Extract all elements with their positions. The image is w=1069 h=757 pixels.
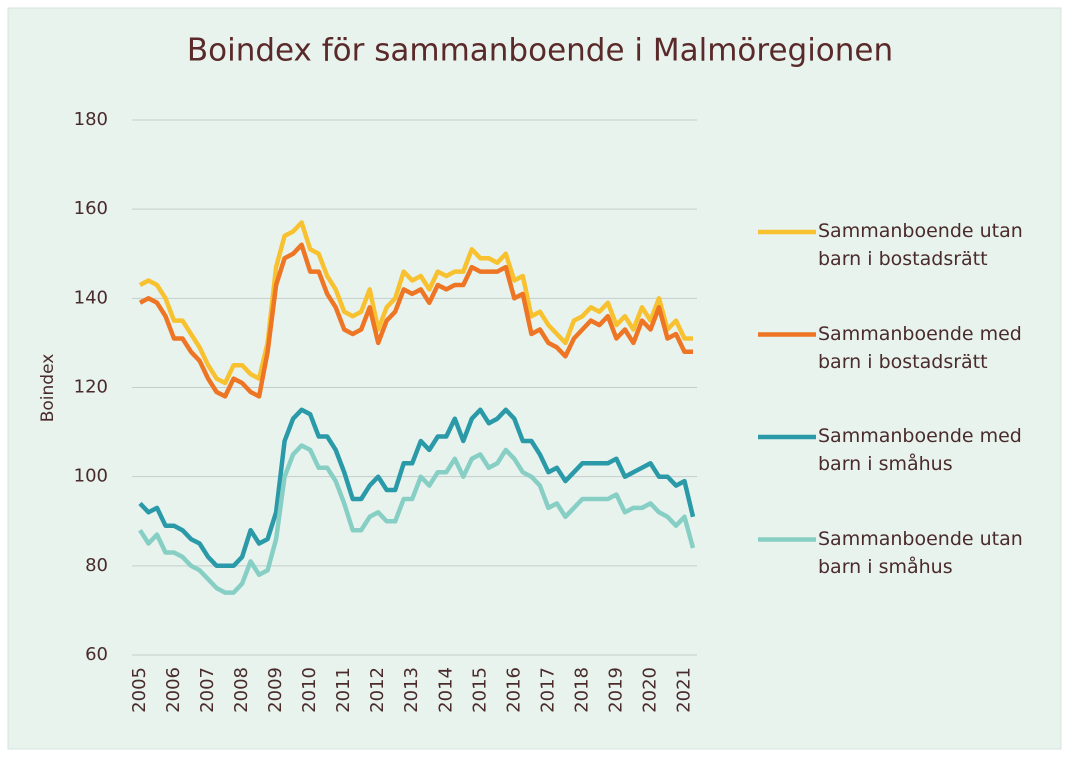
line-series <box>138 242 693 399</box>
x-tick-label: 2017 <box>537 667 558 713</box>
x-tick-label: 2011 <box>333 667 354 713</box>
x-tick-label: 2012 <box>367 667 388 713</box>
x-tick-label: 2021 <box>673 667 694 713</box>
x-tick-label: 2005 <box>129 667 150 713</box>
legend-label: Sammanboende utan barn i småhus <box>818 527 1023 578</box>
x-tick-label: 2019 <box>605 667 626 713</box>
x-tick-label: 2008 <box>231 667 252 713</box>
legend-label: Sammanboende med barn i bostadsrätt <box>818 322 1022 373</box>
x-tick-label: 2014 <box>435 667 456 713</box>
x-tick-label: 2020 <box>639 667 660 713</box>
y-tick-label: 120 <box>74 377 108 398</box>
line-series <box>138 407 696 569</box>
background <box>7 7 1062 750</box>
y-tick-label: 80 <box>85 555 108 576</box>
x-tick-label: 2015 <box>469 667 490 713</box>
x-tick-label: 2013 <box>401 667 422 713</box>
y-axis-label: Boindex <box>38 354 58 423</box>
line-series <box>138 220 693 386</box>
y-tick-label: 160 <box>74 198 108 219</box>
x-tick-label: 2007 <box>197 667 218 713</box>
y-tick-label: 140 <box>74 287 108 308</box>
x-tick-label: 2009 <box>265 667 286 713</box>
y-tick-label: 60 <box>85 644 108 665</box>
line-series <box>138 443 696 595</box>
chart-title: Boindex för sammanboende i Malmöregionen <box>187 33 893 69</box>
x-tick-label: 2010 <box>299 667 320 713</box>
y-tick-label: 100 <box>74 466 108 487</box>
x-tick-label: 2018 <box>571 667 592 713</box>
x-tick-label: 2016 <box>503 667 524 713</box>
legend-label: Sammanboende utan barn i bostadsrätt <box>818 220 1023 270</box>
legend-label: Sammanboende med barn i småhus <box>818 425 1022 475</box>
x-tick-label: 2006 <box>163 667 184 713</box>
y-tick-label: 180 <box>74 109 108 130</box>
